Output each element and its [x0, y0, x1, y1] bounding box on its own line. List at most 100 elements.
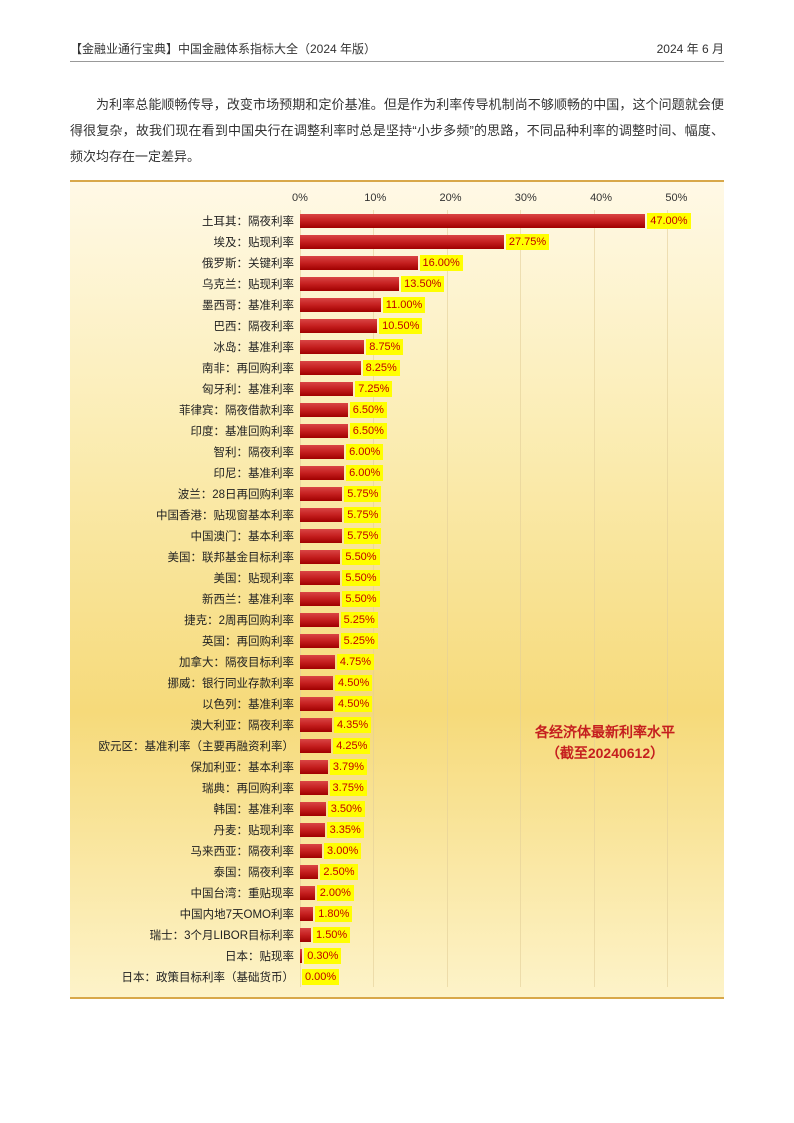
chart-row: 日本：政策目标利率（基础货币）0.00%	[70, 966, 714, 987]
page-header: 【金融业通行宝典】中国金融体系指标大全（2024 年版） 2024 年 6 月	[70, 40, 724, 62]
value-label: 5.25%	[341, 612, 378, 628]
chart-row: 墨西哥：基准利率 11.00%	[70, 294, 714, 315]
chart-row: 中国内地7天OMO利率 1.80%	[70, 903, 714, 924]
bar	[300, 865, 318, 879]
axis-tick: 50%	[665, 192, 687, 204]
chart-row: 乌克兰：贴现利率13.50%	[70, 273, 714, 294]
chart-row: 南非：再回购利率 8.25%	[70, 357, 714, 378]
row-label: 丹麦：贴现利率	[70, 822, 300, 838]
value-label: 3.79%	[330, 759, 367, 775]
row-label: 捷克：2周再回购利率	[70, 612, 300, 628]
row-plot: 1.50%	[300, 928, 704, 942]
chart-row: 瑞典：再回购利率3.75%	[70, 777, 714, 798]
bar	[300, 592, 340, 606]
chart-row: 瑞士：3个月LIBOR目标利率1.50%	[70, 924, 714, 945]
row-label: 中国内地7天OMO利率	[70, 906, 300, 922]
row-label: 澳大利亚：隔夜利率	[70, 717, 300, 733]
row-label: 印度：基准回购利率	[70, 423, 300, 439]
row-label: 瑞典：再回购利率	[70, 780, 300, 796]
row-plot: 0.30%	[300, 949, 704, 963]
bar	[300, 802, 326, 816]
value-label: 3.35%	[327, 822, 364, 838]
chart-row: 菲律宾：隔夜借款利率6.50%	[70, 399, 714, 420]
chart-row: 印度：基准回购利率 6.50%	[70, 420, 714, 441]
row-plot: 5.75%	[300, 508, 704, 522]
row-label: 冰岛：基准利率	[70, 339, 300, 355]
row-plot: 6.00%	[300, 466, 704, 480]
interest-rate-chart: 0%10%20%30%40%50% 土耳其：隔夜利率47.00%埃及：贴现利率2…	[70, 180, 724, 999]
value-label: 7.25%	[355, 381, 392, 397]
chart-row: 匈牙利：基准利率7.25%	[70, 378, 714, 399]
row-label: 英国：再回购利率	[70, 633, 300, 649]
value-label: 1.80%	[315, 906, 352, 922]
value-label: 8.25%	[363, 360, 400, 376]
row-label: 波兰：28日再回购利率	[70, 486, 300, 502]
bar	[300, 550, 340, 564]
header-left: 【金融业通行宝典】中国金融体系指标大全（2024 年版）	[70, 40, 376, 57]
value-label: 6.50%	[350, 423, 387, 439]
bar	[300, 907, 313, 921]
value-label: 47.00%	[647, 213, 690, 229]
row-plot: 5.50%	[300, 592, 704, 606]
bar	[300, 781, 328, 795]
chart-row: 埃及：贴现利率27.75%	[70, 231, 714, 252]
plot-area: 土耳其：隔夜利率47.00%埃及：贴现利率27.75%俄罗斯：关键利率16.00…	[70, 210, 714, 987]
chart-row: 马来西亚：隔夜利率3.00%	[70, 840, 714, 861]
value-label: 5.75%	[344, 507, 381, 523]
bar	[300, 634, 339, 648]
value-label: 0.30%	[304, 948, 341, 964]
bar	[300, 739, 331, 753]
value-label: 5.50%	[342, 549, 379, 565]
bar	[300, 928, 311, 942]
row-plot: 47.00%	[300, 214, 704, 228]
chart-row: 韩国：基准利率3.50%	[70, 798, 714, 819]
row-label: 韩国：基准利率	[70, 801, 300, 817]
row-label: 美国：贴现利率	[70, 570, 300, 586]
value-label: 6.50%	[350, 402, 387, 418]
row-plot: 8.75%	[300, 340, 704, 354]
value-label: 11.00%	[383, 297, 426, 313]
chart-row: 中国澳门：基本利率5.75%	[70, 525, 714, 546]
bar	[300, 508, 342, 522]
bar	[300, 949, 302, 963]
bar	[300, 466, 344, 480]
bar	[300, 319, 377, 333]
intro-paragraph: 为利率总能顺畅传导，改变市场预期和定价基准。但是作为利率传导机制尚不够顺畅的中国…	[70, 92, 724, 170]
chart-row: 巴西：隔夜利率10.50%	[70, 315, 714, 336]
row-label: 墨西哥：基准利率	[70, 297, 300, 313]
row-label: 俄罗斯：关键利率	[70, 255, 300, 271]
row-label: 南非：再回购利率	[70, 360, 300, 376]
row-plot: 2.00%	[300, 886, 704, 900]
chart-row: 丹麦：贴现利率 3.35%	[70, 819, 714, 840]
value-label: 2.50%	[320, 864, 357, 880]
bar	[300, 676, 333, 690]
chart-row: 中国香港：贴现窗基本利率5.75%	[70, 504, 714, 525]
row-label: 以色列：基准利率	[70, 696, 300, 712]
value-label: 5.50%	[342, 591, 379, 607]
bar	[300, 298, 381, 312]
value-label: 5.75%	[344, 528, 381, 544]
value-label: 8.75%	[366, 339, 403, 355]
axis-tick: 0%	[292, 192, 308, 204]
axis-tick: 30%	[515, 192, 537, 204]
value-label: 2.00%	[317, 885, 354, 901]
value-label: 4.35%	[334, 717, 371, 733]
axis-tick: 10%	[364, 192, 386, 204]
chart-row: 俄罗斯：关键利率16.00%	[70, 252, 714, 273]
row-label: 中国台湾：重贴现率	[70, 885, 300, 901]
row-plot: 6.50%	[300, 403, 704, 417]
bar	[300, 235, 504, 249]
chart-row: 印尼：基准利率6.00%	[70, 462, 714, 483]
bar	[300, 529, 342, 543]
bar	[300, 760, 328, 774]
row-label: 日本：政策目标利率（基础货币）	[70, 969, 300, 985]
x-axis: 0%10%20%30%40%50%	[70, 192, 714, 210]
axis-tick: 20%	[440, 192, 462, 204]
chart-row: 以色列：基准利率4.50%	[70, 693, 714, 714]
chart-row: 捷克：2周再回购利率 5.25%	[70, 609, 714, 630]
bar	[300, 886, 315, 900]
bar	[300, 613, 339, 627]
row-label: 埃及：贴现利率	[70, 234, 300, 250]
row-plot: 11.00%	[300, 298, 704, 312]
bar	[300, 655, 335, 669]
